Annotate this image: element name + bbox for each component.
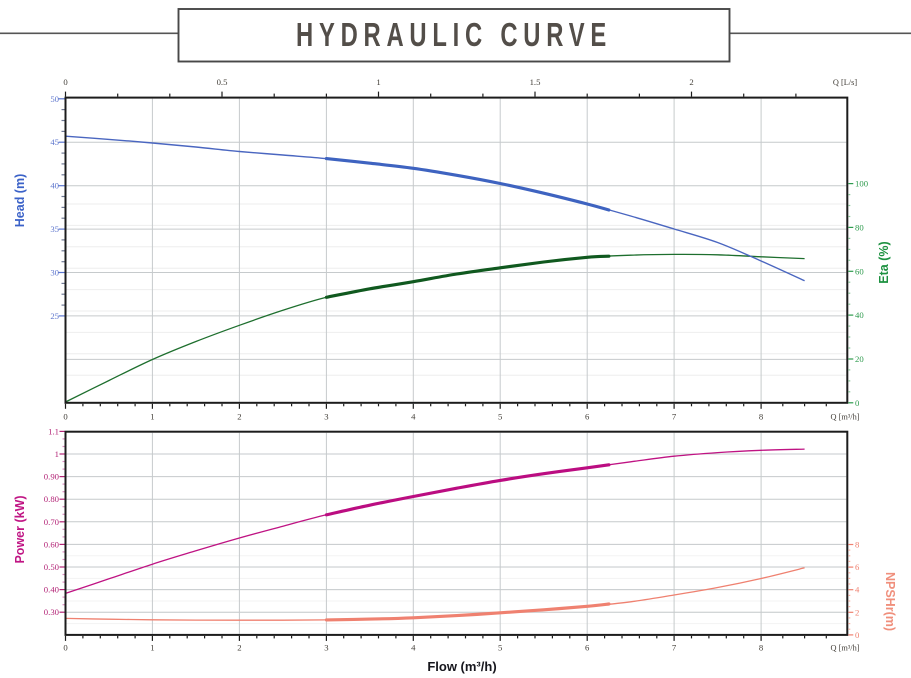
svg-text:1.5: 1.5: [530, 77, 541, 87]
svg-text:2: 2: [855, 607, 859, 617]
svg-text:0.50: 0.50: [44, 562, 60, 572]
svg-text:40: 40: [50, 181, 59, 191]
svg-text:Flow (m³/h): Flow (m³/h): [427, 659, 496, 674]
svg-text:1: 1: [55, 449, 59, 459]
svg-text:0: 0: [63, 77, 68, 87]
svg-text:45: 45: [50, 137, 59, 147]
svg-text:0: 0: [855, 398, 860, 408]
svg-text:2: 2: [237, 643, 241, 653]
svg-text:0.40: 0.40: [44, 585, 60, 595]
svg-text:Q [L/s]: Q [L/s]: [833, 78, 857, 87]
svg-text:8: 8: [759, 411, 764, 421]
svg-text:Q [m³/h]: Q [m³/h]: [831, 412, 860, 421]
svg-text:2: 2: [237, 411, 241, 421]
svg-text:100: 100: [855, 179, 869, 189]
svg-text:1: 1: [376, 77, 380, 87]
svg-text:1: 1: [150, 411, 154, 421]
svg-text:7: 7: [672, 643, 677, 653]
svg-text:0.90: 0.90: [44, 472, 60, 482]
svg-text:25: 25: [50, 311, 59, 321]
svg-text:40: 40: [855, 310, 864, 320]
svg-text:4: 4: [855, 585, 860, 595]
svg-text:30: 30: [50, 268, 59, 278]
svg-text:6: 6: [585, 411, 590, 421]
svg-text:0.70: 0.70: [44, 517, 60, 527]
svg-text:1.1: 1.1: [48, 426, 59, 436]
svg-text:0: 0: [63, 643, 68, 653]
svg-text:Q [m³/h]: Q [m³/h]: [831, 644, 860, 653]
svg-text:3: 3: [324, 643, 328, 653]
svg-text:7: 7: [672, 411, 677, 421]
svg-text:1: 1: [150, 643, 154, 653]
svg-text:Power (kW): Power (kW): [13, 495, 27, 563]
svg-text:HYDRAULIC CURVE: HYDRAULIC CURVE: [296, 16, 612, 53]
svg-text:35: 35: [50, 224, 59, 234]
svg-text:Head (m): Head (m): [13, 174, 27, 227]
svg-text:60: 60: [855, 266, 864, 276]
svg-text:0: 0: [855, 630, 860, 640]
svg-text:0: 0: [63, 411, 68, 421]
svg-text:0.5: 0.5: [217, 77, 228, 87]
svg-text:6: 6: [585, 643, 590, 653]
svg-text:20: 20: [855, 354, 864, 364]
svg-text:0.60: 0.60: [44, 539, 60, 549]
svg-text:4: 4: [411, 411, 416, 421]
svg-text:0.80: 0.80: [44, 494, 60, 504]
svg-text:8: 8: [855, 540, 860, 550]
svg-text:2: 2: [689, 77, 693, 87]
svg-text:4: 4: [411, 643, 416, 653]
svg-text:6: 6: [855, 562, 860, 572]
svg-text:50: 50: [50, 94, 59, 104]
svg-text:80: 80: [855, 222, 864, 232]
svg-text:NPSHr(m): NPSHr(m): [883, 572, 897, 631]
svg-text:5: 5: [498, 643, 502, 653]
svg-text:8: 8: [759, 643, 764, 653]
svg-text:5: 5: [498, 411, 502, 421]
svg-text:Eta (%): Eta (%): [877, 241, 891, 283]
svg-text:0.30: 0.30: [44, 607, 60, 617]
svg-text:3: 3: [324, 411, 328, 421]
